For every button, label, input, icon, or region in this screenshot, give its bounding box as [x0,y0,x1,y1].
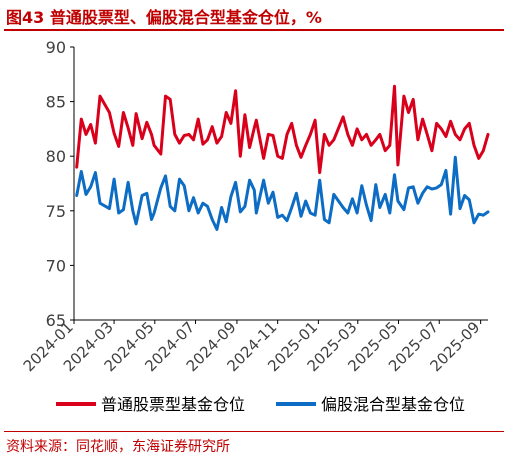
y-tick-label: 70 [46,256,66,275]
y-tick-label: 75 [46,202,66,221]
chart-title: 图43 普通股票型、偏股混合型基金仓位，% [6,8,322,27]
series-line-hybrid-fund [75,155,490,231]
y-tick-label: 80 [46,147,66,166]
y-tick-label: 65 [46,311,66,330]
legend-label: 偏股混合型基金仓位 [321,395,465,414]
source-note: 资料来源：同花顺，东海证券研究所 [6,439,230,455]
series-line-stock-fund [75,84,490,175]
line-chart: 6570758085902024-012024-032024-052024-07… [20,38,490,414]
y-tick-label: 85 [46,93,66,112]
source-rule [4,431,504,432]
y-tick-label: 90 [46,38,66,57]
legend-label: 普通股票型基金仓位 [101,395,245,414]
title-rule [4,29,504,31]
